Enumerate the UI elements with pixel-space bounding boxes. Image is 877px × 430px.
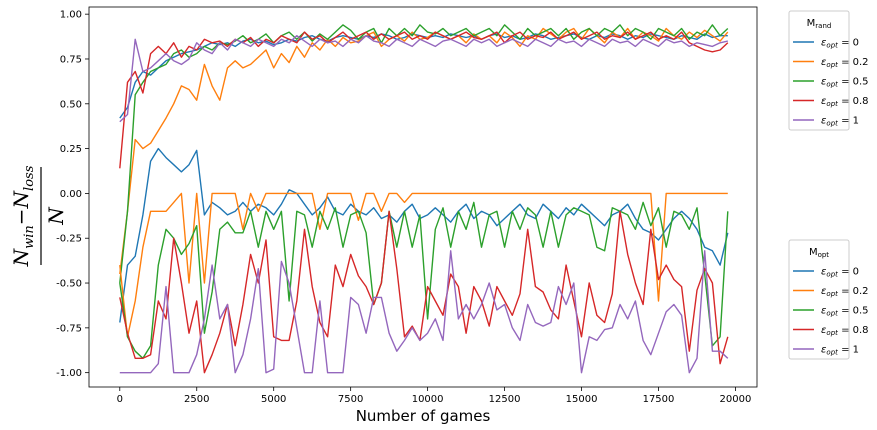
x-tick-label-7: 17500 xyxy=(643,394,675,405)
x-axis-label: Number of games xyxy=(356,407,491,425)
series-line-opt-3 xyxy=(119,210,729,374)
legend-label-1: εopt = 0.2 xyxy=(821,286,869,298)
y-tick-label-0: -1.00 xyxy=(56,368,82,379)
legend-title: Mopt xyxy=(809,247,829,259)
x-tick-label-2: 5000 xyxy=(261,394,286,405)
y-label-minus: − xyxy=(9,208,33,225)
legend-label-3: εopt = 0.8 xyxy=(821,325,869,337)
x-ticks: 0 2500 5000 7500 10000 12500 15000 17500 20000 xyxy=(117,387,752,405)
legend-label-1: εopt = 0.2 xyxy=(821,57,869,69)
series-line-opt-0 xyxy=(119,147,729,323)
y-tick-label-3: -0.25 xyxy=(56,234,82,245)
y-axis-label: Nwin−Nloss N xyxy=(9,165,68,267)
y-label-n-win: N xyxy=(9,247,33,267)
legend-label-0: εopt = 0 xyxy=(821,38,859,50)
legend-label-4: εopt = 1 xyxy=(821,116,859,128)
y-ticks: -1.00 -0.75 -0.50 -0.25 0.00 0.25 0.50 0.75 1.00 xyxy=(56,10,89,379)
x-tick-label-8: 20000 xyxy=(720,394,752,405)
x-tick-label-3: 7500 xyxy=(338,394,363,405)
legend-label-2: εopt = 0.5 xyxy=(821,77,869,89)
series-layer xyxy=(119,24,729,374)
series-line-opt-2 xyxy=(119,201,729,359)
legend-mrand: Mrand εopt = 0 εopt = 0.2 εopt = 0.5 εopt = … xyxy=(788,10,869,131)
svg-text:Nwin−Nloss: Nwin−Nloss xyxy=(9,165,37,267)
x-tick-label-6: 15000 xyxy=(566,394,598,405)
legend-label-4: εopt = 1 xyxy=(821,345,859,357)
series-line-rand-1 xyxy=(119,27,729,275)
series-line-rand-4 xyxy=(119,35,728,123)
y-label-denominator: N xyxy=(44,206,68,226)
x-tick-label-5: 12500 xyxy=(489,394,521,405)
series-line-rand-3 xyxy=(119,31,729,169)
y-tick-label-8: 1.00 xyxy=(60,10,82,21)
y-label-n-loss: N xyxy=(9,189,33,209)
y-tick-label-5: 0.25 xyxy=(60,144,82,155)
legend-label-0: εopt = 0 xyxy=(821,267,859,279)
x-tick-label-4: 10000 xyxy=(412,394,444,405)
y-tick-label-7: 0.75 xyxy=(60,54,82,65)
y-tick-label-1: -0.75 xyxy=(56,323,82,334)
y-label-loss-sub: loss xyxy=(22,165,37,191)
y-tick-label-6: 0.50 xyxy=(60,99,82,110)
series-line-opt-4 xyxy=(119,250,729,374)
x-tick-label-0: 0 xyxy=(117,394,123,405)
y-label-win-sub: win xyxy=(22,225,37,249)
y-tick-label-2: -0.50 xyxy=(56,279,82,290)
legend-label-3: εopt = 0.8 xyxy=(821,96,869,108)
series-line-opt-1 xyxy=(119,192,728,338)
y-tick-label-4: 0.00 xyxy=(60,189,82,200)
legend-mopt: Mopt εopt = 0 εopt = 0.2 εopt = 0.5 εopt = 0… xyxy=(788,239,869,360)
plot-frame xyxy=(88,6,758,388)
legend-label-2: εopt = 0.5 xyxy=(821,306,869,318)
x-tick-label-1: 2500 xyxy=(184,394,209,405)
legend-title: Mrand xyxy=(807,18,832,30)
